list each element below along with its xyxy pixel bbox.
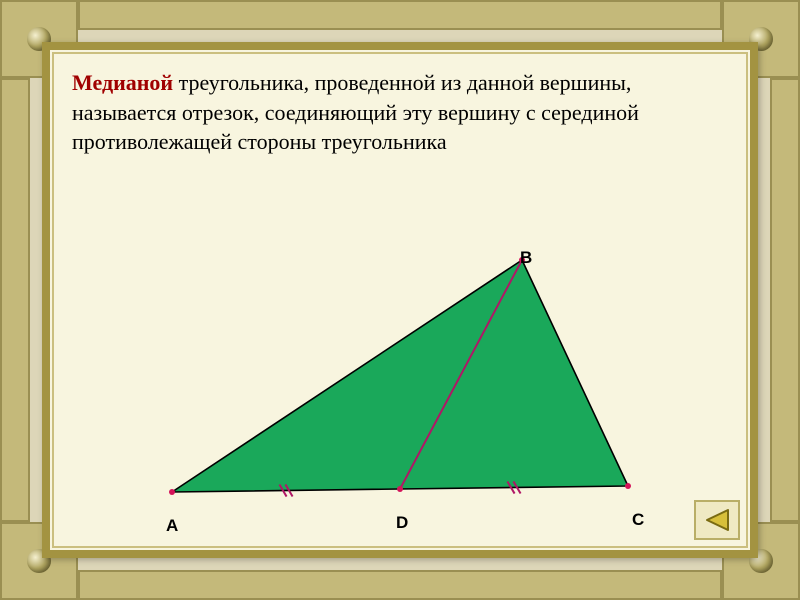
frame-bar-top [78,0,722,30]
vertex-label-D: D [396,513,408,533]
definition-highlight: Медианой [72,70,173,95]
definition-text: Медианой треугольника, проведенной из да… [72,68,728,157]
triangle-left-icon [704,508,730,532]
slide-outer: Медианой треугольника, проведенной из да… [0,0,800,600]
vertex-label-A: A [166,516,178,536]
frame-bar-left [0,78,30,522]
content-panel: Медианой треугольника, проведенной из да… [42,42,758,558]
frame-bar-right [770,78,800,522]
vertex-label-C: C [632,510,644,530]
frame-bar-bottom [78,570,722,600]
prev-button[interactable] [694,500,740,540]
triangle-diagram [110,230,670,530]
vertex-label-B: B [520,248,532,268]
